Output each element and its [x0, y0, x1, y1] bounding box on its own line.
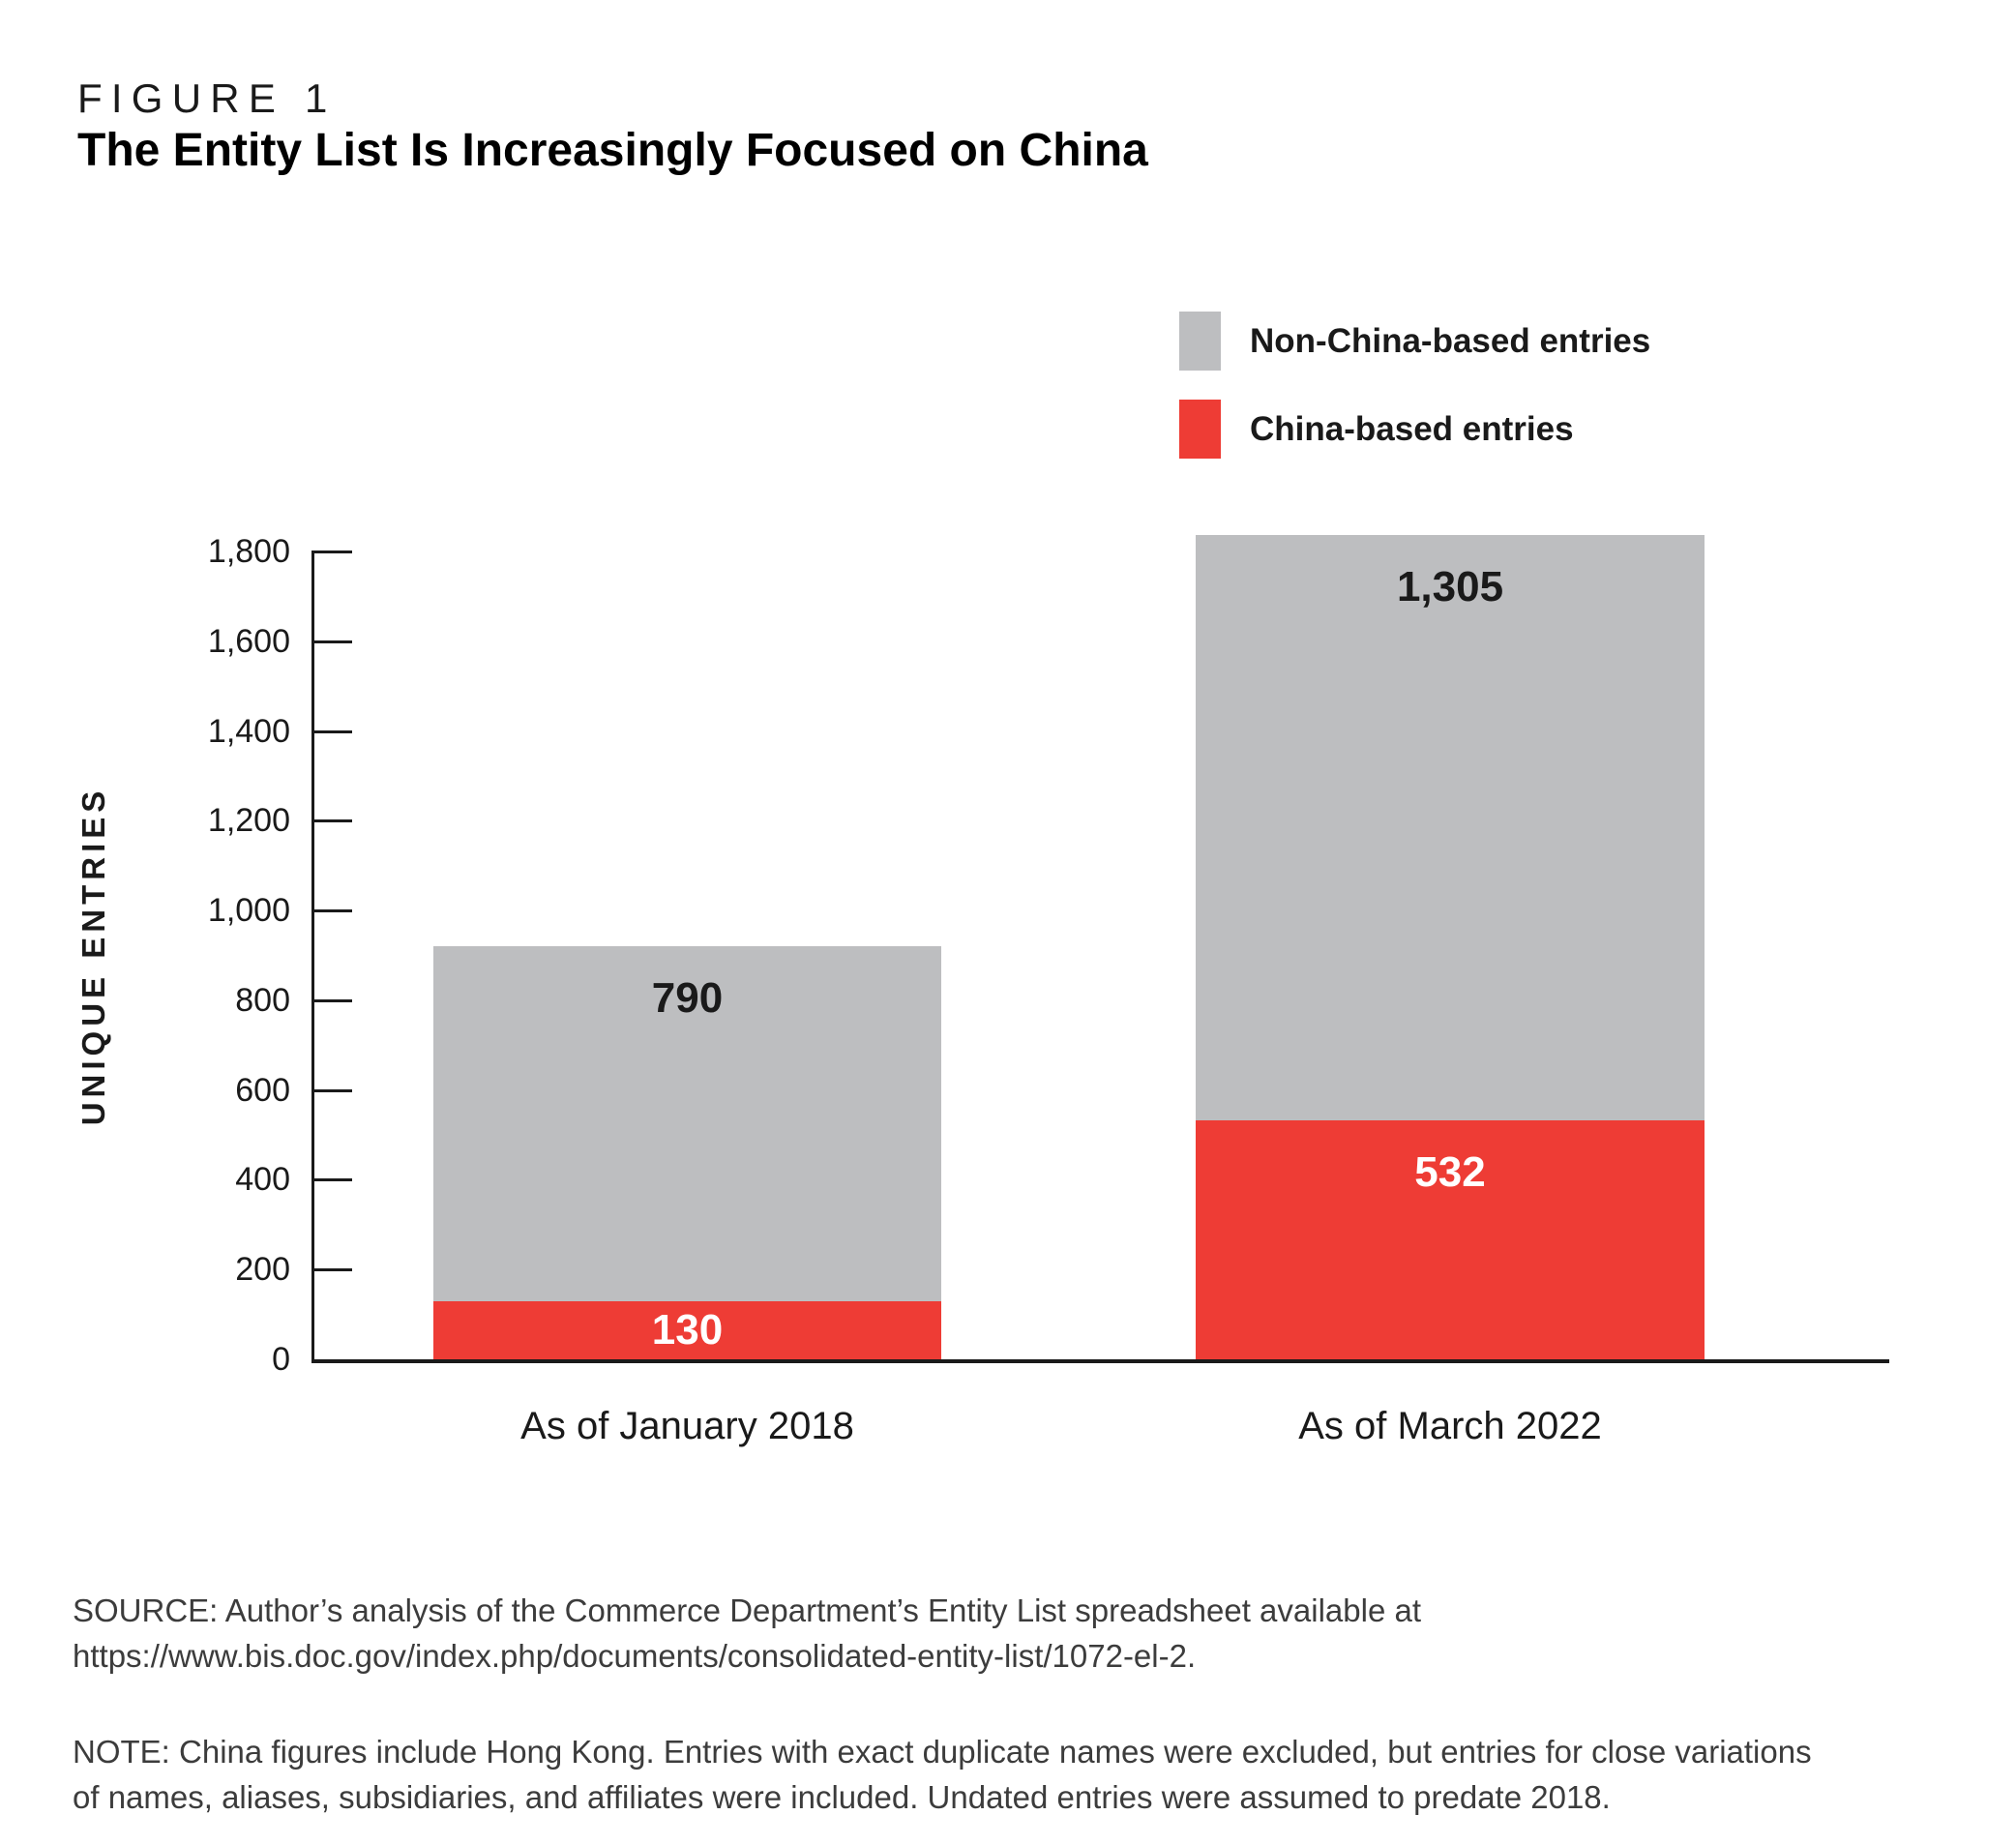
- legend-swatch-non-china: [1179, 312, 1221, 371]
- y-axis-title: UNIQUE ENTRIES: [75, 786, 111, 1126]
- legend: Non-China-based entries China-based entr…: [1179, 312, 1650, 459]
- y-tick-mark: [311, 729, 352, 733]
- y-tick-label: 800: [235, 981, 290, 1019]
- note-line-1: NOTE: China figures include Hong Kong. E…: [73, 1734, 1812, 1770]
- y-tick-mark: [311, 819, 352, 823]
- note-line-2: of names, aliases, subsidiaries, and aff…: [73, 1779, 1611, 1815]
- source-line-2: https://www.bis.doc.gov/index.php/docume…: [73, 1638, 1197, 1674]
- y-tick-label: 400: [235, 1161, 290, 1199]
- y-tick-label: 200: [235, 1251, 290, 1289]
- y-tick-label: 1,800: [207, 533, 290, 570]
- legend-label-china: China-based entries: [1250, 409, 1574, 448]
- segment-non-china-2018: 790: [433, 946, 941, 1301]
- segment-china-2022: 532: [1196, 1120, 1705, 1359]
- segment-china-2018: 130: [433, 1300, 941, 1359]
- value-label-china-2022: 532: [1414, 1148, 1486, 1197]
- y-tick-label: 1,200: [207, 802, 290, 840]
- y-axis-line: [311, 551, 314, 1363]
- source-text: SOURCE: Author’s analysis of the Commerc…: [73, 1588, 1421, 1679]
- segment-non-china-2022: 1,305: [1196, 534, 1705, 1121]
- y-tick-mark: [311, 1268, 352, 1272]
- y-tick-label: 1,600: [207, 622, 290, 660]
- value-label-non-china-2018: 790: [651, 974, 724, 1023]
- x-axis-label-2018: As of January 2018: [520, 1405, 854, 1447]
- y-tick-mark: [311, 551, 352, 553]
- source-line-1: SOURCE: Author’s analysis of the Commerc…: [73, 1592, 1421, 1628]
- y-tick-label: 600: [235, 1071, 290, 1109]
- legend-item-non-china: Non-China-based entries: [1179, 312, 1650, 371]
- note-text: NOTE: China figures include Hong Kong. E…: [73, 1729, 1812, 1820]
- bar-as-of-march-2022: 1,305 532: [1196, 534, 1705, 1359]
- y-tick-mark: [311, 1088, 352, 1092]
- y-tick-label: 0: [272, 1341, 290, 1378]
- y-tick-label: 1,000: [207, 892, 290, 930]
- legend-swatch-china: [1179, 400, 1221, 459]
- figure-label: FIGURE 1: [77, 75, 337, 121]
- y-tick-mark: [311, 909, 352, 913]
- legend-item-china: China-based entries: [1179, 400, 1650, 459]
- value-label-china-2018: 130: [651, 1305, 724, 1354]
- y-tick-mark: [311, 1178, 352, 1182]
- y-tick-label: 1,400: [207, 712, 290, 750]
- legend-label-non-china: Non-China-based entries: [1250, 321, 1651, 360]
- x-axis-line: [311, 1359, 1889, 1363]
- value-label-non-china-2022: 1,305: [1396, 562, 1504, 610]
- y-tick-mark: [311, 640, 352, 643]
- x-axis-label-2022: As of March 2022: [1298, 1405, 1602, 1447]
- y-tick-mark: [311, 998, 352, 1002]
- bar-as-of-january-2018: 790 130: [433, 946, 941, 1359]
- figure-title: The Entity List Is Increasingly Focused …: [77, 125, 1148, 176]
